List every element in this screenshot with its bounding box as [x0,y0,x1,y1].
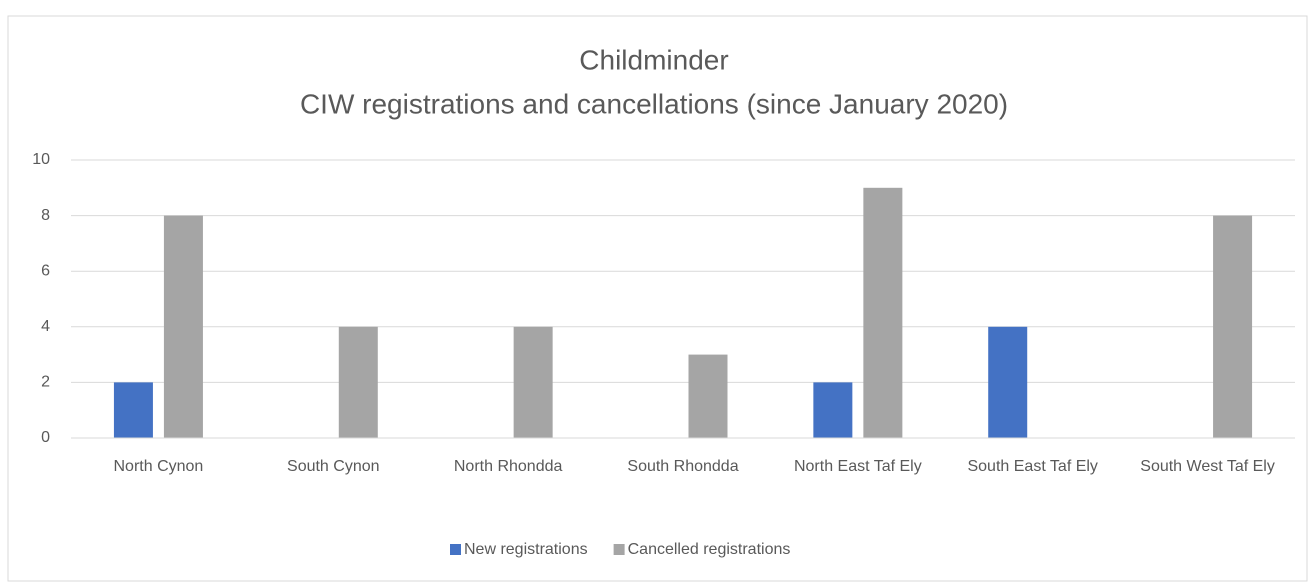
chart-border [7,15,1308,582]
chart-subtitle: CIW registrations and cancellations (sin… [300,88,1008,119]
y-tick-label: 0 [41,429,50,446]
x-tick-label: South Rhondda [627,458,738,475]
bar [513,326,553,438]
bar [988,326,1028,438]
bar [163,215,203,438]
bar [338,326,378,438]
y-tick-label: 10 [32,151,50,168]
bar [813,382,853,438]
chart-title: Childminder [579,44,728,75]
legend-swatch [450,544,461,555]
y-tick-label: 4 [41,318,50,335]
bar [113,382,153,438]
bar [688,354,728,438]
x-tick-label: North East Taf Ely [794,458,922,475]
x-tick-label: South East Taf Ely [967,458,1097,475]
y-tick-label: 2 [41,374,50,391]
bar [1213,215,1253,438]
legend-swatch [613,544,625,555]
x-tick-label: North Cynon [114,458,204,475]
x-tick-label: North Rhondda [454,458,563,475]
x-tick-label: South Cynon [287,458,380,475]
y-tick-label: 6 [41,262,50,279]
legend-label: Cancelled registrations [628,541,791,558]
y-tick-label: 8 [41,207,50,224]
legend-label: New registrations [464,541,588,558]
x-tick-label: South West Taf Ely [1140,458,1275,475]
bar [863,187,903,438]
